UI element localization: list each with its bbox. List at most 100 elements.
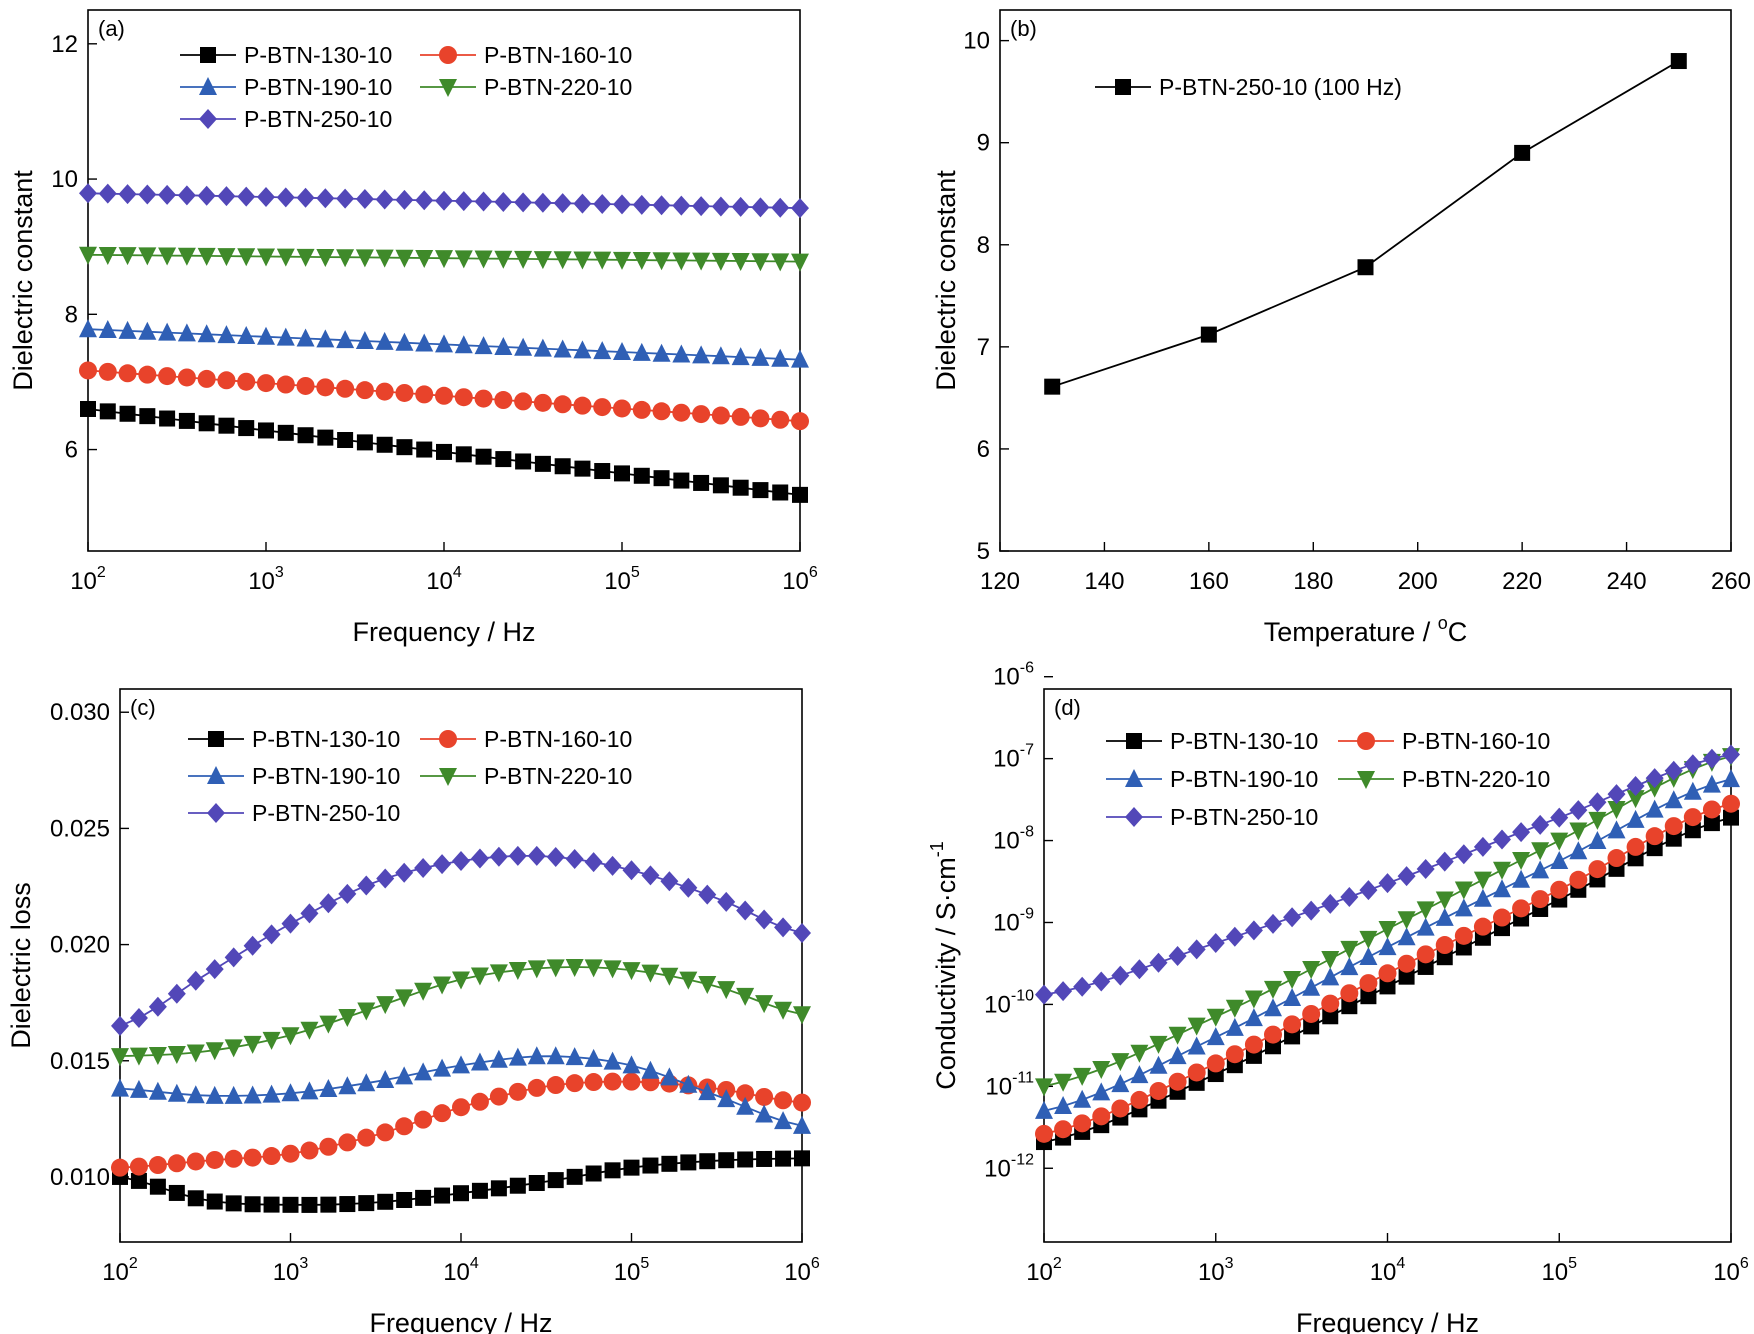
series-p-btn-220-10 <box>111 959 811 1067</box>
data-point <box>414 1062 433 1081</box>
data-point <box>244 1196 261 1213</box>
panel-d: 102 103 104 105 10610-1210-1110-1010-910-810… <box>927 660 1749 1334</box>
data-point <box>751 253 770 272</box>
data-point <box>395 1117 414 1136</box>
data-point <box>316 249 335 268</box>
x-tick-base: 10 <box>1198 1259 1225 1286</box>
data-point <box>1111 965 1130 986</box>
data-point <box>793 922 811 943</box>
data-point <box>1225 1045 1244 1064</box>
data-point <box>187 1190 204 1207</box>
data-point <box>338 1133 357 1152</box>
data-point <box>1417 958 1434 975</box>
data-point <box>584 852 603 873</box>
data-point <box>660 1067 679 1086</box>
legend-item: P-BTN-190-10 <box>180 74 392 100</box>
data-point <box>356 434 373 451</box>
data-point <box>281 1144 300 1163</box>
data-point <box>1092 1082 1111 1101</box>
data-point <box>1321 967 1340 986</box>
legend: P-BTN-130-10 P-BTN-160-10 P-BTN-190-10 P-BT… <box>188 726 632 826</box>
data-point <box>553 251 572 270</box>
data-point <box>732 479 749 496</box>
legend-label: P-BTN-190-10 <box>1170 766 1318 792</box>
data-point <box>751 197 770 218</box>
legend-item: P-BTN-250-10 (100 Hz) <box>1095 74 1402 100</box>
data-point <box>217 186 236 207</box>
data-point <box>1607 820 1626 839</box>
data-point <box>679 1074 698 1093</box>
data-point <box>698 1082 717 1101</box>
data-point <box>1398 968 1415 985</box>
data-point <box>1626 837 1645 856</box>
data-point <box>775 1150 792 1167</box>
data-point <box>1626 809 1645 828</box>
panel-label: (a) <box>98 16 125 41</box>
legend-label: P-BTN-250-10 <box>244 106 392 132</box>
data-point <box>573 396 592 415</box>
data-point <box>792 486 808 503</box>
data-point <box>1454 881 1473 900</box>
data-point <box>1168 1072 1187 1091</box>
data-point <box>416 441 433 458</box>
data-point <box>791 349 809 368</box>
data-point <box>454 191 473 212</box>
data-point <box>338 883 357 904</box>
x-tick-exponent: 2 <box>129 1255 138 1272</box>
data-point <box>475 448 492 465</box>
data-point <box>1168 945 1187 966</box>
x-tick-exponent: 4 <box>470 1255 479 1272</box>
data-point <box>474 336 493 355</box>
data-point <box>130 1172 147 1189</box>
x-tick-label: 105 <box>1541 1255 1577 1286</box>
data-point <box>1645 799 1664 818</box>
data-point <box>1092 1107 1111 1126</box>
y-tick-label: 8 <box>977 232 990 259</box>
data-point <box>336 188 355 209</box>
data-point <box>1073 1114 1092 1133</box>
data-point <box>546 1046 565 1065</box>
data-point <box>1264 980 1282 999</box>
legend-item: P-BTN-220-10 <box>1338 766 1550 792</box>
legend-item: P-BTN-130-10 <box>180 42 392 68</box>
data-point <box>508 1082 527 1101</box>
data-point <box>772 484 789 501</box>
data-point <box>395 989 414 1008</box>
data-point <box>281 1027 300 1046</box>
y-tick-label: 10-7 <box>993 742 1034 773</box>
data-point <box>317 429 334 446</box>
data-point <box>355 381 374 400</box>
series-p-btn-190-10 <box>111 1046 811 1134</box>
x-tick-label: 220 <box>1502 568 1542 595</box>
data-point <box>1303 1018 1320 1035</box>
data-point <box>1340 957 1359 976</box>
x-axis-label: Temperature / oC <box>1264 613 1468 647</box>
data-point <box>737 1151 754 1168</box>
y-tick-label: 6 <box>977 436 990 463</box>
data-point <box>546 846 565 867</box>
data-point <box>672 195 691 216</box>
data-point <box>633 467 650 484</box>
data-point <box>376 1123 395 1142</box>
data-point <box>454 388 473 407</box>
data-point <box>584 1073 603 1092</box>
data-point <box>594 463 611 480</box>
panel-label: (b) <box>1010 16 1037 41</box>
y-tick-base: 10 <box>993 828 1020 855</box>
data-point <box>699 1153 716 1170</box>
x-tick-base: 10 <box>1370 1259 1397 1286</box>
data-point <box>434 1187 451 1204</box>
legend-marker <box>1125 769 1143 787</box>
data-point <box>731 253 750 272</box>
data-point <box>1416 945 1435 964</box>
x-tick-exponent: 3 <box>1225 1255 1234 1272</box>
data-point <box>167 1083 186 1102</box>
x-tick-base: 10 <box>782 568 809 595</box>
x-axis-label: Frequency / Hz <box>369 1308 552 1334</box>
x-tick-base: 10 <box>70 568 97 595</box>
data-point <box>604 1162 621 1179</box>
data-point <box>452 850 470 871</box>
x-tick-base: 10 <box>604 568 631 595</box>
data-point <box>129 1157 148 1176</box>
data-point <box>276 248 295 267</box>
